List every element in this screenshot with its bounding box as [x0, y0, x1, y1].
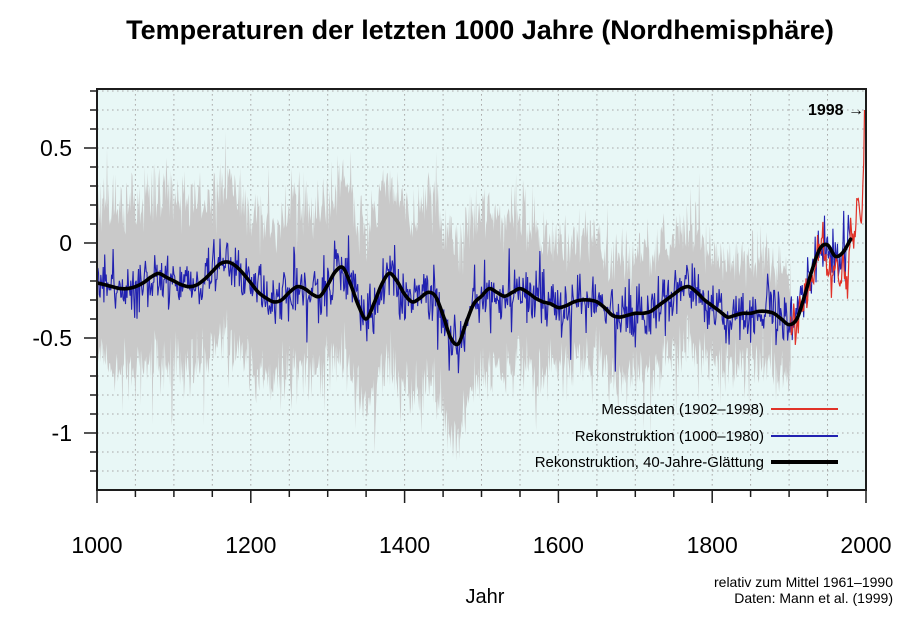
- legend-line-swatch-black: [771, 460, 838, 464]
- chart-title: Temperaturen der letzten 1000 Jahre (Nor…: [126, 15, 834, 45]
- uncertainty-band: [97, 131, 791, 461]
- x-tick-label: 1400: [379, 532, 431, 558]
- y-tick-label: 0.5: [40, 135, 72, 161]
- smoothed-series-line: [97, 237, 853, 347]
- legend-item-rekonstruktion: Rekonstruktion (1000–1980): [575, 425, 838, 447]
- legend-item-glaettung: Rekonstruktion, 40-Jahre-Glättung: [535, 451, 838, 473]
- legend-label: Messdaten (1902–1998): [601, 400, 764, 418]
- y-tick-label: 0: [59, 230, 72, 256]
- peak-year-annotation: 1998 →: [807, 102, 864, 119]
- x-axis-title: Jahr: [465, 586, 505, 608]
- y-tick-label: -0.5: [32, 325, 72, 351]
- x-tick-label: 1000: [71, 532, 123, 558]
- x-tick-label: 2000: [840, 532, 892, 558]
- x-tick-label: 1800: [686, 532, 738, 558]
- legend-line-swatch-blue: [771, 435, 838, 437]
- axis-ticks: [84, 90, 867, 503]
- footer-note-source: Daten: Mann et al. (1999): [734, 590, 893, 606]
- y-tick-label: -1: [51, 420, 72, 446]
- x-tick-label: 1200: [225, 532, 277, 558]
- legend-label: Rekonstruktion (1000–1980): [574, 427, 764, 445]
- x-tick-label: 1600: [532, 532, 584, 558]
- legend-line-swatch-red: [771, 408, 838, 410]
- footer-notes: relativ zum Mittel 1961–1990 Daten: Mann…: [714, 574, 893, 606]
- legend-label: Rekonstruktion, 40-Jahre-Glättung: [534, 453, 764, 471]
- legend-item-messdaten: Messdaten (1902–1998): [601, 398, 838, 420]
- footer-note-baseline: relativ zum Mittel 1961–1990: [714, 574, 893, 590]
